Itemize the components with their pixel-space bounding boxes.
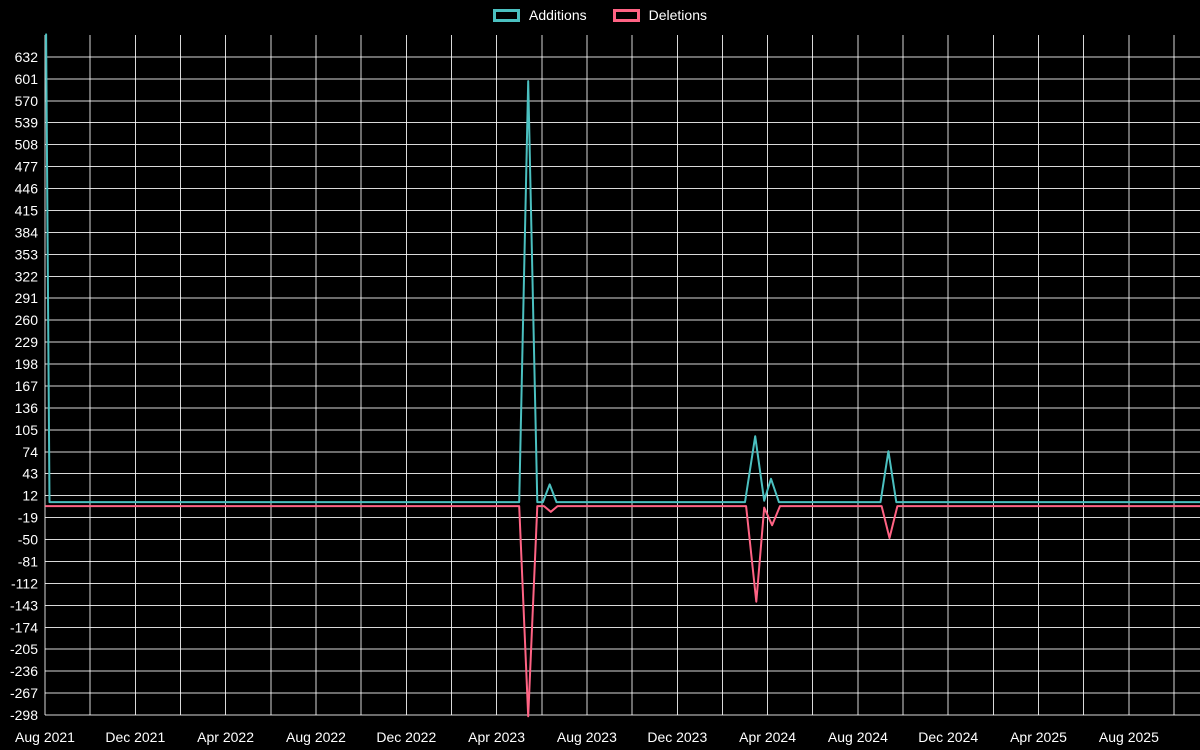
chart-legend: Additions Deletions <box>0 7 1200 23</box>
x-tick-label: Aug 2025 <box>1099 729 1159 745</box>
y-tick-label: 601 <box>15 71 39 87</box>
x-tick-label: Apr 2025 <box>1010 729 1067 745</box>
y-tick-label: 260 <box>15 312 39 328</box>
y-tick-label: -205 <box>10 641 38 657</box>
x-tick-label: Dec 2023 <box>647 729 707 745</box>
legend-label-additions: Additions <box>529 7 587 23</box>
y-tick-label: -174 <box>10 619 38 635</box>
y-tick-label: -267 <box>10 685 38 701</box>
y-tick-label: 229 <box>15 334 39 350</box>
y-tick-label: 508 <box>15 137 39 153</box>
additions-swatch-icon <box>493 8 521 22</box>
series-line-additions <box>45 33 1200 504</box>
y-tick-label: 384 <box>15 224 39 240</box>
x-tick-label: Dec 2024 <box>918 729 978 745</box>
y-tick-label: 322 <box>15 268 39 284</box>
x-tick-label: Aug 2023 <box>557 729 617 745</box>
y-tick-label: -143 <box>10 597 38 613</box>
y-tick-label: 12 <box>22 488 38 504</box>
y-tick-label: -19 <box>18 510 38 526</box>
y-tick-label: -112 <box>11 575 38 591</box>
y-tick-label: 353 <box>15 246 39 262</box>
y-tick-label: 136 <box>15 400 39 416</box>
y-tick-label: 632 <box>15 49 39 65</box>
y-tick-label: 105 <box>15 422 39 438</box>
x-tick-label: Apr 2024 <box>739 729 796 745</box>
y-tick-label: 446 <box>15 181 39 197</box>
legend-item-deletions[interactable]: Deletions <box>612 7 707 23</box>
x-tick-label: Dec 2022 <box>376 729 436 745</box>
x-tick-label: Dec 2021 <box>105 729 165 745</box>
y-tick-label: 539 <box>15 115 39 131</box>
x-tick-label: Apr 2023 <box>468 729 525 745</box>
y-tick-label: 570 <box>15 93 39 109</box>
y-tick-label: -81 <box>18 554 38 570</box>
x-tick-label: Aug 2021 <box>15 729 75 745</box>
y-tick-label: -50 <box>18 532 38 548</box>
y-tick-label: 291 <box>15 290 39 306</box>
x-tick-label: Apr 2022 <box>197 729 254 745</box>
y-tick-label: 415 <box>15 203 39 219</box>
y-tick-label: 477 <box>15 159 39 175</box>
deletions-swatch-icon <box>612 8 640 22</box>
y-tick-label: 167 <box>15 378 39 394</box>
x-tick-label: Aug 2024 <box>828 729 888 745</box>
y-tick-label: -298 <box>10 707 38 723</box>
series-line-deletions <box>45 505 1200 718</box>
legend-item-additions[interactable]: Additions <box>493 7 587 23</box>
y-tick-label: 43 <box>22 466 38 482</box>
legend-label-deletions: Deletions <box>648 7 707 23</box>
x-tick-label: Aug 2022 <box>286 729 346 745</box>
y-tick-label: 198 <box>15 356 39 372</box>
y-tick-label: 74 <box>22 444 38 460</box>
y-tick-label: -236 <box>10 663 38 679</box>
